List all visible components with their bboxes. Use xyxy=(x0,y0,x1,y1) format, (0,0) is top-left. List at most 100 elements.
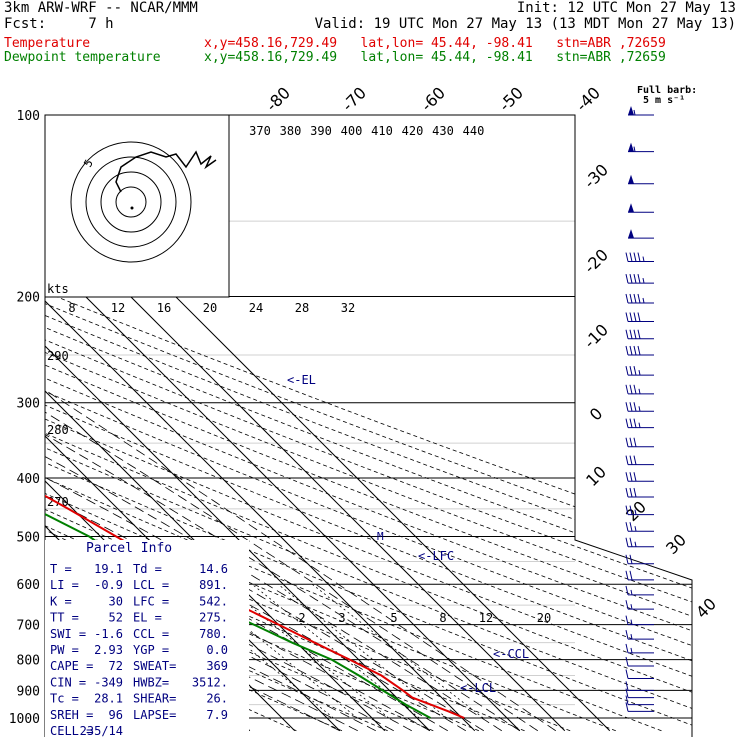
wind-barb-full xyxy=(625,702,629,712)
pressure-label-800: 800 xyxy=(17,654,40,669)
wind-barb-full xyxy=(637,329,641,339)
wind-barb-full xyxy=(625,329,629,339)
moist-adiabat xyxy=(45,296,503,732)
isotherm-label: -60 xyxy=(417,83,449,115)
wind-barb-full xyxy=(625,487,629,498)
isotherm-label: -10 xyxy=(580,320,612,352)
parcel-key: SHEAR= xyxy=(133,692,176,706)
dry-adiabat xyxy=(45,115,525,732)
ccl-label: <-CCL xyxy=(493,647,529,661)
pressure-label-300: 300 xyxy=(17,397,40,412)
wind-barb-half xyxy=(638,388,641,394)
el-label: <-EL xyxy=(287,373,316,387)
wind-barb-full xyxy=(625,522,629,532)
model-title: 3km ARW-WRF -- NCAR/MMM xyxy=(4,0,198,16)
temperature-label: Temperature xyxy=(4,36,91,51)
dry-adiabat xyxy=(45,115,692,732)
wind-barb-full xyxy=(625,402,629,412)
wind-barb-full xyxy=(633,384,637,394)
wind-barb-full xyxy=(625,681,629,691)
barb-legend-value: 5 m s⁻¹ xyxy=(643,95,685,106)
wind-barb-flag xyxy=(628,142,634,152)
parcel-value: 2.93 xyxy=(94,643,123,657)
pressure-label-400: 400 xyxy=(17,472,40,487)
wind-barb-half xyxy=(638,370,641,376)
wind-barb-full xyxy=(629,522,633,532)
wind-barb-full xyxy=(633,312,637,322)
wind-barb-full xyxy=(633,293,637,304)
parcel-key: YGP = xyxy=(133,643,169,657)
parcel-key: CELL = xyxy=(50,724,93,738)
wind-barb-full xyxy=(633,487,637,498)
wind-barb-full xyxy=(629,455,633,465)
wind-barb-full xyxy=(629,329,633,339)
wind-barb-full xyxy=(629,505,633,515)
theta-label: 290 xyxy=(47,349,69,363)
parcel-value: 30 xyxy=(109,594,123,608)
dewpoint-profile xyxy=(45,115,431,719)
dry-adiabat-label: 400 xyxy=(341,124,363,138)
init-time: Init: 12 UTC Mon 27 May 13 xyxy=(516,0,736,16)
parcel-key: SWI = xyxy=(50,627,86,641)
parcel-value: 52 xyxy=(109,611,123,625)
wind-barb-half xyxy=(642,297,645,304)
pressure-label-600: 600 xyxy=(17,578,40,593)
parcel-key: PW = xyxy=(50,643,79,657)
wind-barb-full xyxy=(629,402,633,412)
wind-barb-full xyxy=(625,437,629,447)
parcel-key: T = xyxy=(50,562,72,576)
parcel-value: 275. xyxy=(199,611,228,625)
wind-barb-full xyxy=(625,585,629,596)
parcel-value: 369 xyxy=(206,659,228,673)
moist-adiabat-label: 16 xyxy=(157,301,171,315)
wind-barb-half xyxy=(634,509,637,515)
parcel-value: 0.0 xyxy=(206,643,228,657)
isotherm-label: 30 xyxy=(662,530,690,558)
pressure-label-200: 200 xyxy=(17,291,40,306)
wind-barb-full xyxy=(625,554,629,564)
parcel-key: SREH = xyxy=(50,708,93,722)
wind-barb-full xyxy=(625,600,629,610)
wind-barb-full xyxy=(629,252,633,262)
parcel-key: Td = xyxy=(133,562,162,576)
parcel-key: HWBZ= xyxy=(133,675,169,689)
parcel-info-panel: Parcel Info T = 19.1 Td = 14.6 LI = -0.9 LCL = 8… xyxy=(45,540,249,738)
wind-barb-full xyxy=(625,293,629,304)
wind-barb-full xyxy=(629,554,633,564)
wind-barb-full xyxy=(629,472,633,482)
parcel-value: -0.9 xyxy=(94,578,123,592)
moist-adiabat-label: 32 xyxy=(341,301,355,315)
mixing-ratio-label: 8 xyxy=(439,611,446,625)
isotherm-line xyxy=(45,115,521,732)
wind-barb-full xyxy=(633,402,637,412)
dry-adiabat-label: 390 xyxy=(310,124,332,138)
mixing-ratio-line xyxy=(277,583,448,719)
parcel-value: 7.9 xyxy=(206,708,228,722)
pressure-label-700: 700 xyxy=(17,619,40,634)
isotherm-label: 40 xyxy=(692,594,720,622)
wind-barb-full xyxy=(625,384,629,394)
wind-barb-full xyxy=(625,455,629,465)
parcel-key: LI = xyxy=(50,578,79,592)
temperature-legend: Temperature x,y=458.16,729.49 lat,lon= 45… xyxy=(4,36,666,51)
wind-barb-half xyxy=(638,422,641,428)
wind-barb-full xyxy=(633,455,637,465)
mixing-ratio-label: 20 xyxy=(537,611,551,625)
mixing-ratio-line xyxy=(311,583,484,719)
valid-time: Valid: 19 UTC Mon 27 May 13 (13 MDT Mon … xyxy=(314,16,736,32)
moist-adiabat-label: 12 xyxy=(111,301,125,315)
isotherm-label: -20 xyxy=(580,245,612,277)
wind-barb-half xyxy=(638,406,641,412)
parcel-value: -1.6 xyxy=(94,627,123,641)
wind-barb-full xyxy=(633,252,637,262)
dewpoint-location: x,y=458.16,729.49 lat,lon= 45.44, -98.41… xyxy=(204,50,666,65)
wind-barb-full xyxy=(633,273,637,284)
parcel-value: -349 xyxy=(94,675,123,689)
parcel-key: SWEAT= xyxy=(133,659,176,673)
hodograph-box xyxy=(44,114,230,298)
wind-barb-full xyxy=(637,345,641,356)
dry-adiabat xyxy=(45,115,662,732)
parcel-value: 26. xyxy=(206,692,228,706)
wind-barb-full xyxy=(629,273,633,284)
